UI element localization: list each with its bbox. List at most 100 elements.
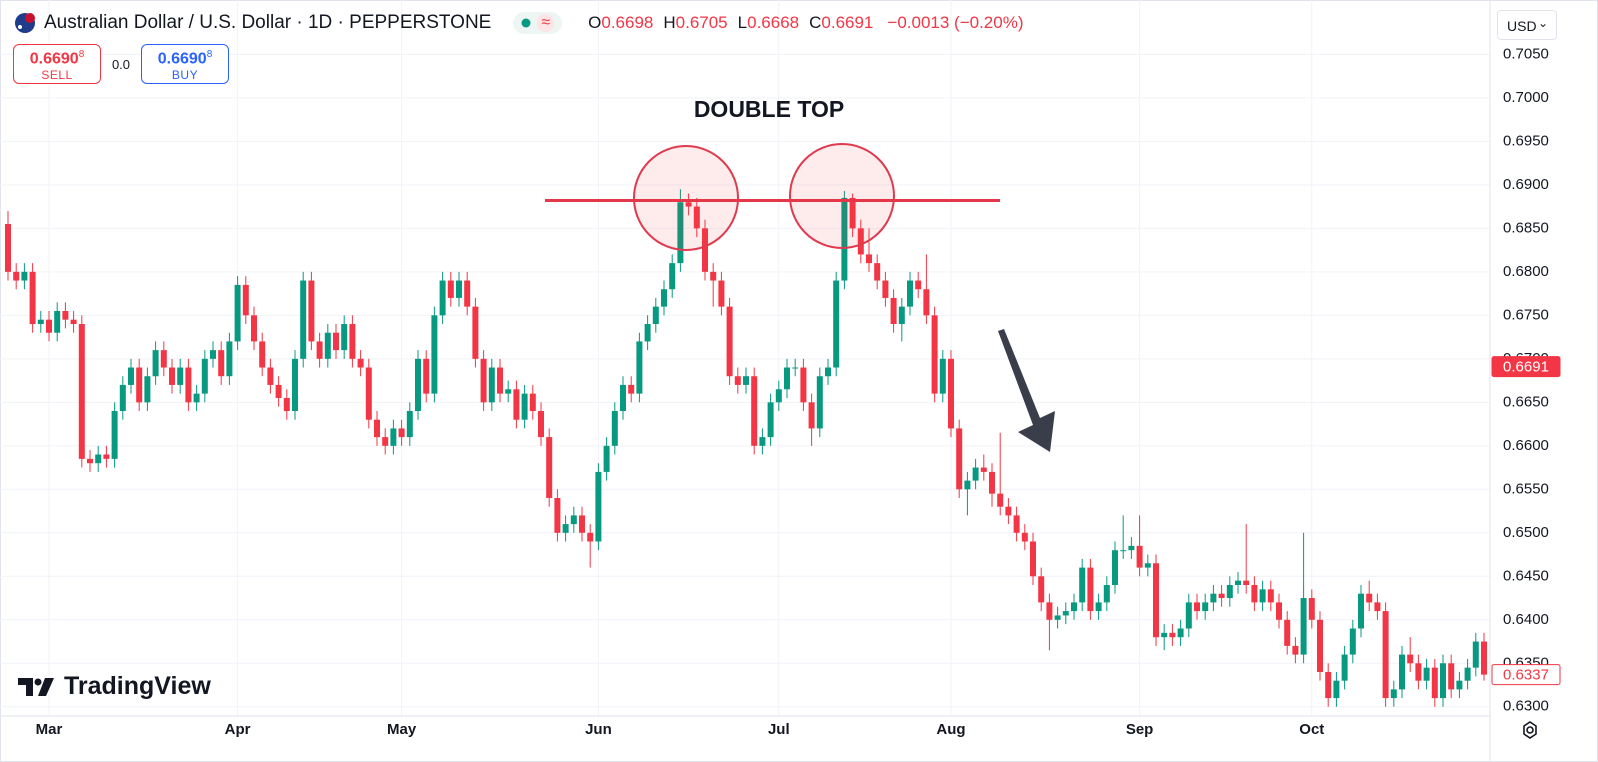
candle-body xyxy=(1005,506,1012,516)
candle-body xyxy=(882,280,889,298)
ohlc-value: 0.6691 xyxy=(821,13,874,32)
candle-body xyxy=(702,228,708,272)
down-arrow xyxy=(998,329,1055,452)
buy-price: 0.6690 xyxy=(157,50,207,68)
candle-body xyxy=(775,389,782,403)
ohlc-key: H xyxy=(663,13,676,32)
trade-panel: 0.66908 SELL 0.0 0.66908 BUY xyxy=(13,44,229,84)
candle-body xyxy=(513,389,520,420)
buy-label: BUY xyxy=(171,68,199,83)
candle-body xyxy=(1087,567,1094,612)
candle-body xyxy=(1112,550,1118,585)
candle-body xyxy=(333,332,339,351)
candle-body xyxy=(1136,545,1143,568)
candle-body xyxy=(521,393,528,420)
settings-icon[interactable] xyxy=(1523,721,1537,739)
symbol-title[interactable]: Australian Dollar / U.S. Dollar · 1D · P… xyxy=(44,12,492,33)
candle-body xyxy=(956,428,963,490)
candle-body xyxy=(160,350,167,368)
candle-body xyxy=(488,367,495,403)
y-tick-label: 0.6450 xyxy=(1503,567,1549,584)
candle-body xyxy=(710,271,717,281)
candle-body xyxy=(136,367,143,403)
candle-body xyxy=(210,350,216,359)
candle-body xyxy=(13,271,20,281)
status-pill[interactable]: ≈ xyxy=(513,12,563,34)
x-tick-label: Aug xyxy=(936,721,965,738)
brand-name: TradingView xyxy=(64,672,211,700)
sell-price: 0.6690 xyxy=(29,50,79,68)
buy-button[interactable]: 0.66908 BUY xyxy=(141,44,229,84)
candle-body xyxy=(177,367,184,385)
candle-body xyxy=(1308,598,1315,620)
candle-body xyxy=(874,263,881,281)
candle-body xyxy=(718,280,725,307)
candle-body xyxy=(103,454,110,459)
ohlc-key: C xyxy=(809,13,822,32)
candle-body xyxy=(628,384,635,394)
x-tick-label: Sep xyxy=(1126,721,1154,738)
candle-body xyxy=(587,532,594,542)
candle-body xyxy=(464,280,471,307)
candle-body xyxy=(234,284,241,342)
candle-body xyxy=(119,384,126,412)
candle-body xyxy=(743,376,749,385)
candle-body xyxy=(611,411,618,446)
currency: USD xyxy=(1507,18,1537,34)
candle-body xyxy=(423,358,430,394)
candle-body xyxy=(1415,663,1422,681)
ohlc: O0.6698 H0.6705 L0.6668 C0.6691 xyxy=(588,13,873,33)
change: −0.0013 (−0.20%) xyxy=(887,13,1024,32)
y-tick-label: 0.6950 xyxy=(1503,132,1549,149)
candle-body xyxy=(1366,593,1373,603)
currency-select[interactable]: USD ⌄ xyxy=(1497,10,1557,40)
candle-body xyxy=(251,315,257,342)
candle-body xyxy=(37,319,44,325)
price-tag xyxy=(1491,664,1561,686)
candle-body xyxy=(46,319,52,333)
ohlc-value: 0.6698 xyxy=(601,13,654,32)
candle-body xyxy=(1153,563,1159,638)
candle-body xyxy=(1448,663,1455,690)
candle-body xyxy=(661,289,667,307)
candle-body xyxy=(620,384,626,412)
candle-body xyxy=(259,341,266,368)
candle-body xyxy=(21,271,28,281)
candle-body xyxy=(54,310,61,333)
candle-body xyxy=(1259,589,1266,603)
candle-body xyxy=(1161,632,1168,638)
sell-label: SELL xyxy=(41,68,73,83)
candle-body xyxy=(693,206,700,229)
candle-body xyxy=(939,358,946,394)
candle-body xyxy=(554,498,561,533)
plot-area xyxy=(5,189,1487,707)
candle-body xyxy=(1021,532,1028,542)
candle-body xyxy=(5,223,11,272)
candle-body xyxy=(1276,602,1282,620)
candle-body xyxy=(292,358,298,412)
candle-body xyxy=(1284,619,1291,646)
y-tick-label: 0.6850 xyxy=(1503,219,1549,236)
candle-body xyxy=(1325,671,1332,699)
candle-body xyxy=(1210,593,1217,603)
candle-body xyxy=(677,202,684,264)
x-tick-label: Apr xyxy=(225,721,251,738)
sell-button[interactable]: 0.66908 SELL xyxy=(13,44,101,84)
candle-body xyxy=(816,376,823,429)
price-tag-label: 0.6691 xyxy=(1503,359,1549,376)
candle-body xyxy=(1349,628,1356,655)
candle-body xyxy=(579,515,585,533)
sell-pip: 8 xyxy=(78,49,85,60)
candle-body xyxy=(456,280,462,298)
highlight-circle xyxy=(789,143,895,249)
candle-body xyxy=(1235,580,1241,585)
candle-body xyxy=(218,350,225,377)
candle-body xyxy=(1317,619,1323,672)
candle-body xyxy=(87,458,93,464)
candle-body xyxy=(570,515,577,525)
candle-body xyxy=(1079,567,1086,603)
candle-body xyxy=(497,367,503,394)
candle-body xyxy=(62,310,69,320)
candle-body xyxy=(1103,584,1110,603)
